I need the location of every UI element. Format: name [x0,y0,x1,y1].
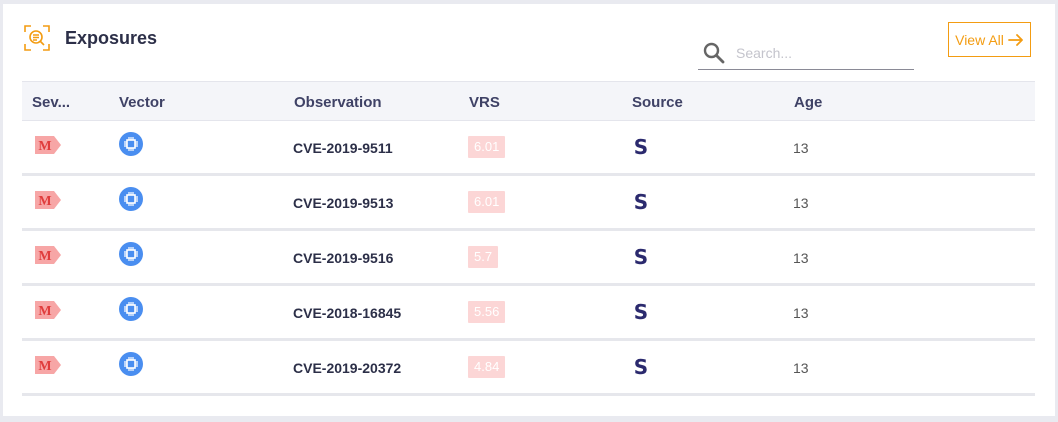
chip-icon [119,242,143,266]
vrs-badge: 5.7 [468,246,499,268]
age-value: 13 [793,360,809,376]
vrs-badge: 5.56 [468,301,506,323]
exposures-icon [24,25,50,51]
age-value: 13 [793,195,809,211]
source-icon: S [628,134,654,160]
header-severity[interactable]: Sev... [32,94,71,111]
source-icon: S [628,244,654,270]
search-input[interactable] [736,42,906,64]
header-source[interactable]: Source [632,94,683,111]
header-observation[interactable]: Observation [294,94,382,111]
observation-link[interactable]: CVE-2018-16845 [293,305,402,321]
severity-medium-icon: M [35,136,61,154]
source-icon: S [628,299,654,325]
severity-medium-icon: M [35,246,61,264]
vrs-badge: 6.01 [468,136,506,158]
severity-label: M [38,304,51,319]
severity-medium-icon: M [35,356,61,374]
table-row[interactable]: M CVE-2019-9516 5.7 S 13 [22,231,1035,286]
vrs-badge: 4.84 [468,356,506,378]
header-age[interactable]: Age [794,94,823,111]
source-icon: S [628,189,654,215]
chip-icon [119,297,143,321]
chip-icon [119,352,143,376]
observation-link[interactable]: CVE-2019-9513 [293,195,394,211]
table-header: Sev... Vector Observation VRS Source Age [22,81,1035,121]
table-row[interactable]: M CVE-2019-20372 4.84 S 13 [22,341,1035,396]
vrs-badge: 6.01 [468,191,506,213]
table-body: M CVE-2019-9511 6.01 S 13 M CVE-2019-951… [22,121,1035,396]
view-all-label: View All [955,31,1004,48]
age-value: 13 [793,250,809,266]
chip-icon [119,187,143,211]
table-row[interactable]: M CVE-2019-9511 6.01 S 13 [22,121,1035,176]
table-row[interactable]: M CVE-2019-9513 6.01 S 13 [22,176,1035,231]
exposures-table: Sev... Vector Observation VRS Source Age… [22,81,1035,396]
age-value: 13 [793,305,809,321]
exposures-panel: Exposures View All Sev... Vector Observa… [3,4,1055,416]
arrow-right-icon [1007,33,1023,46]
search-box[interactable] [698,38,914,70]
observation-link[interactable]: CVE-2019-9516 [293,250,394,266]
chip-icon [119,132,143,156]
widget-title: Exposures [65,28,158,48]
search-icon [703,42,725,64]
severity-label: M [38,194,51,209]
table-row[interactable]: M CVE-2018-16845 5.56 S 13 [22,286,1035,341]
source-icon: S [628,354,654,380]
header-vector[interactable]: Vector [119,94,165,111]
view-all-button[interactable]: View All [948,22,1031,57]
severity-medium-icon: M [35,191,61,209]
severity-label: M [38,139,51,154]
severity-label: M [38,249,51,264]
observation-link[interactable]: CVE-2019-20372 [293,360,402,376]
severity-medium-icon: M [35,301,61,319]
age-value: 13 [793,140,809,156]
header-vrs[interactable]: VRS [469,94,500,111]
observation-link[interactable]: CVE-2019-9511 [293,140,393,156]
severity-label: M [38,359,51,374]
